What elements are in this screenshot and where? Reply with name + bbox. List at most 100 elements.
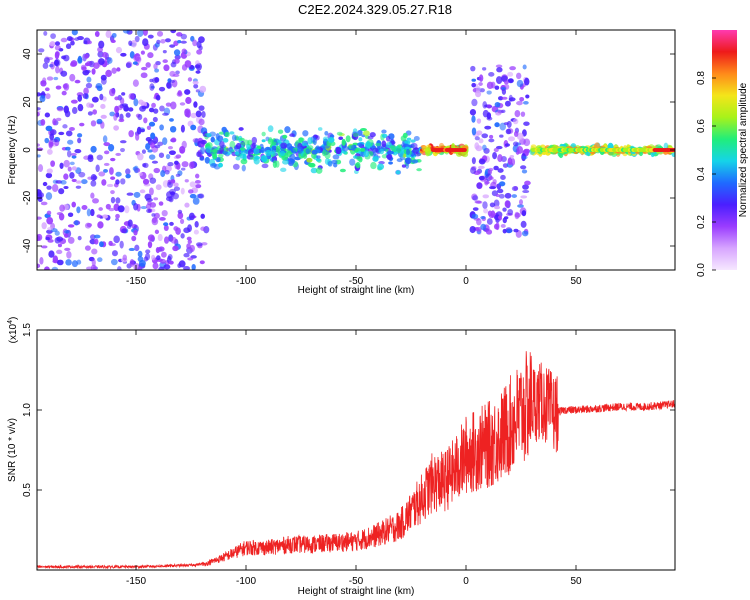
heatmap-cell bbox=[168, 260, 174, 265]
heatmap-cell bbox=[530, 144, 537, 148]
heatmap-cell bbox=[260, 155, 268, 163]
heatmap-cell bbox=[180, 218, 185, 224]
heatmap-cell bbox=[48, 141, 53, 149]
heatmap-cell bbox=[486, 90, 492, 95]
heatmap-cell bbox=[478, 158, 486, 165]
heatmap-cell bbox=[70, 99, 78, 104]
heatmap-cell bbox=[482, 144, 487, 151]
heatmap-cell bbox=[117, 205, 125, 213]
heatmap-cell bbox=[120, 178, 126, 185]
y-tick-label: 40 bbox=[22, 48, 33, 60]
heatmap-cell bbox=[401, 164, 407, 168]
heatmap-cell bbox=[164, 38, 171, 43]
heatmap-cell bbox=[406, 148, 411, 156]
heatmap-cell bbox=[74, 79, 81, 84]
heatmap-cell bbox=[367, 135, 374, 140]
heatmap-cell bbox=[241, 164, 246, 172]
heatmap-cell bbox=[349, 158, 356, 166]
heatmap-cell bbox=[510, 158, 516, 166]
heatmap-cell bbox=[164, 170, 170, 175]
heatmap-cell bbox=[41, 222, 47, 230]
heatmap-cell bbox=[271, 145, 277, 151]
heatmap-cell bbox=[168, 150, 176, 156]
heatmap-cell bbox=[240, 158, 248, 165]
heatmap-cell bbox=[69, 172, 75, 179]
heatmap-cell bbox=[96, 154, 103, 161]
heatmap-cell bbox=[495, 64, 503, 68]
heatmap-cell bbox=[335, 146, 342, 155]
heatmap-cell bbox=[363, 150, 370, 158]
heatmap-cell bbox=[67, 224, 75, 228]
heatmap-cell bbox=[160, 38, 166, 44]
heatmap-cell bbox=[196, 151, 202, 158]
x-tick-label: 50 bbox=[570, 576, 582, 587]
heatmap-cell bbox=[56, 106, 64, 112]
heatmap-cell bbox=[128, 40, 133, 46]
heatmap-cell bbox=[410, 139, 416, 143]
heatmap-cell bbox=[199, 260, 205, 265]
heatmap-cell bbox=[478, 82, 483, 87]
heatmap-cell bbox=[482, 194, 490, 199]
heatmap-cell bbox=[132, 61, 138, 65]
heatmap-cell bbox=[169, 125, 177, 133]
heatmap-cell bbox=[156, 30, 164, 37]
heatmap-cell bbox=[341, 145, 349, 152]
heatmap-cell bbox=[60, 70, 68, 77]
heatmap-cell bbox=[205, 146, 212, 154]
heatmap-cell bbox=[110, 176, 116, 180]
heatmap-cell bbox=[163, 222, 169, 227]
heatmap-cell bbox=[38, 48, 45, 53]
heatmap-cell bbox=[379, 148, 385, 155]
heatmap-cell bbox=[154, 212, 160, 219]
heatmap-cell bbox=[219, 140, 225, 148]
heatmap-cell bbox=[166, 81, 173, 89]
heatmap-cell bbox=[187, 77, 193, 82]
heatmap-cell bbox=[116, 67, 121, 72]
heatmap-cell bbox=[43, 31, 48, 36]
heatmap-cell bbox=[307, 137, 313, 145]
heatmap-cell bbox=[162, 59, 168, 63]
heatmap-cell bbox=[492, 151, 498, 160]
heatmap-cell bbox=[507, 208, 514, 216]
heatmap-cell bbox=[133, 98, 139, 107]
heatmap-cell bbox=[187, 257, 194, 261]
heatmap-cell bbox=[172, 73, 180, 77]
heatmap-cell bbox=[289, 154, 296, 162]
heatmap-cell bbox=[129, 258, 135, 267]
heatmap-cell bbox=[37, 235, 41, 242]
heatmap-cell bbox=[122, 30, 130, 34]
heatmap-cell bbox=[302, 153, 308, 159]
heatmap-cell bbox=[115, 197, 121, 204]
colorbar: 0.0 0.2 0.4 0.6 0.8 Normalized spectral ampl… bbox=[696, 30, 749, 277]
heatmap-cell bbox=[113, 125, 120, 131]
heatmap-cell bbox=[505, 128, 512, 135]
heatmap-cell bbox=[71, 201, 77, 208]
heatmap-cell bbox=[46, 216, 54, 225]
heatmap-cell bbox=[152, 77, 158, 84]
heatmap-cell bbox=[97, 221, 104, 229]
heatmap-cell bbox=[181, 161, 189, 168]
heatmap-cell bbox=[316, 155, 321, 159]
heatmap-cell bbox=[179, 102, 186, 106]
heatmap-cell bbox=[358, 137, 363, 142]
heatmap-cell bbox=[123, 105, 130, 112]
heatmap-cell bbox=[71, 166, 77, 171]
heatmap-cell bbox=[98, 171, 106, 177]
heatmap-cell bbox=[91, 258, 96, 267]
heatmap-cell bbox=[90, 120, 97, 127]
heatmap-cell bbox=[83, 87, 89, 95]
heatmap-cell bbox=[100, 74, 107, 81]
heatmap-cell bbox=[60, 37, 68, 43]
heatmap-cell bbox=[200, 213, 205, 219]
heatmap-cell bbox=[163, 224, 169, 232]
heatmap-cell bbox=[91, 96, 99, 103]
heatmap-cell bbox=[498, 181, 506, 187]
heatmap-cell bbox=[470, 65, 476, 72]
heatmap-cell bbox=[63, 230, 70, 234]
heatmap-cell bbox=[517, 204, 524, 208]
heatmap-cell bbox=[94, 31, 100, 37]
heatmap-cell bbox=[200, 139, 207, 145]
heatmap-cell bbox=[152, 262, 159, 270]
heatmap-cell bbox=[102, 51, 108, 58]
heatmap-cell bbox=[471, 98, 478, 107]
